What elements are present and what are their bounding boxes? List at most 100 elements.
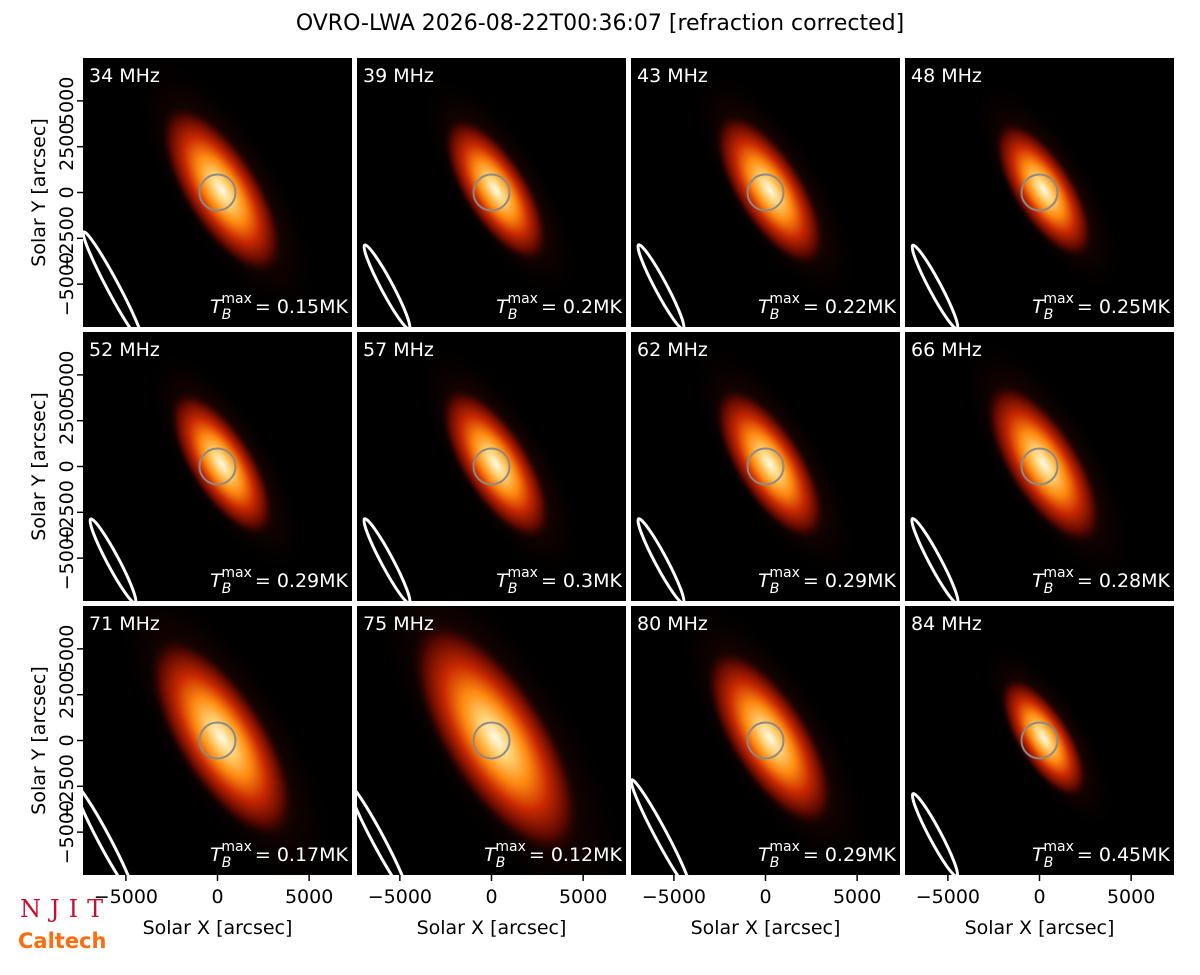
y-tick-label: −2500 bbox=[56, 754, 78, 818]
tb-sub: B bbox=[508, 581, 518, 597]
y-tick-label: 5000 bbox=[56, 625, 78, 673]
beam bbox=[357, 783, 410, 875]
y-axis-label: Solar Y [arcsec] bbox=[28, 392, 50, 540]
beam bbox=[910, 517, 960, 601]
frequency-label: 39 MHz bbox=[363, 65, 434, 87]
tb-sup: max bbox=[495, 839, 526, 855]
tb-max-label: TBmax = 0.45MK bbox=[1032, 839, 1170, 871]
frequency-label: 71 MHz bbox=[89, 613, 160, 635]
tb-sup: max bbox=[221, 839, 252, 855]
tb-value: = 0.45MK bbox=[1077, 844, 1171, 866]
tb-value: = 0.15MK bbox=[255, 296, 349, 318]
panel bbox=[357, 606, 626, 875]
panel bbox=[357, 58, 626, 327]
y-tick-label: −2500 bbox=[56, 480, 78, 544]
tb-symbol: T bbox=[758, 844, 771, 866]
x-tick-label: −5000 bbox=[94, 886, 158, 908]
tb-max-label: TBmax = 0.17MK bbox=[210, 839, 348, 871]
solar-disk bbox=[1020, 721, 1059, 760]
tb-value: = 0.12MK bbox=[529, 844, 623, 866]
solar-disk bbox=[1020, 173, 1059, 212]
beam bbox=[910, 243, 960, 327]
tb-value: = 0.29MK bbox=[803, 844, 897, 866]
tb-value: = 0.17MK bbox=[255, 844, 349, 866]
tb-sup: max bbox=[769, 565, 800, 581]
tb-symbol: T bbox=[496, 296, 509, 318]
tb-symbol: T bbox=[210, 296, 223, 318]
x-tick-label: −5000 bbox=[642, 886, 706, 908]
tb-symbol: T bbox=[758, 296, 771, 318]
solar-disk bbox=[198, 447, 237, 486]
x-axis-label: Solar X [arcsec] bbox=[965, 917, 1115, 939]
frequency-label: 62 MHz bbox=[637, 339, 708, 361]
solar-disk bbox=[1020, 447, 1059, 486]
solar-disk bbox=[472, 447, 511, 486]
panel bbox=[631, 606, 900, 875]
solar-disk bbox=[472, 173, 511, 212]
beam bbox=[636, 517, 686, 601]
x-tick-label: 5000 bbox=[1107, 886, 1155, 908]
beam bbox=[631, 778, 693, 875]
y-tick-label: −5000 bbox=[56, 252, 78, 316]
frequency-label: 43 MHz bbox=[637, 65, 708, 87]
solar-disk bbox=[746, 721, 785, 760]
tb-value: = 0.2MK bbox=[541, 296, 623, 318]
panel bbox=[905, 58, 1174, 327]
tb-value: = 0.25MK bbox=[1077, 296, 1171, 318]
tb-max-label: TBmax = 0.28MK bbox=[1032, 565, 1170, 597]
tb-sub: B bbox=[222, 581, 232, 597]
x-tick-label: 5000 bbox=[285, 886, 333, 908]
y-tick-label: 5000 bbox=[56, 77, 78, 125]
emission bbox=[167, 389, 276, 539]
tb-symbol: T bbox=[484, 844, 497, 866]
y-tick-label: 0 bbox=[56, 186, 78, 198]
frequency-label: 52 MHz bbox=[89, 339, 160, 361]
tb-value: = 0.29MK bbox=[255, 570, 349, 592]
frequency-label: 48 MHz bbox=[911, 65, 982, 87]
panel bbox=[83, 606, 352, 875]
x-tick-label: 5000 bbox=[833, 886, 881, 908]
tb-symbol: T bbox=[758, 570, 771, 592]
x-tick-label: 0 bbox=[211, 886, 223, 908]
panel bbox=[357, 332, 626, 601]
panel bbox=[83, 332, 352, 601]
tb-sup: max bbox=[769, 291, 800, 307]
x-axis-label: Solar X [arcsec] bbox=[691, 917, 841, 939]
x-tick-label: −5000 bbox=[916, 886, 980, 908]
emission bbox=[992, 119, 1095, 261]
y-tick-label: 5000 bbox=[56, 351, 78, 399]
tb-max-label: TBmax = 0.15MK bbox=[210, 291, 348, 323]
y-tick-label: 2500 bbox=[56, 397, 78, 445]
logo-njit: NJIT bbox=[20, 895, 112, 923]
frequency-label: 84 MHz bbox=[911, 613, 982, 635]
tb-sub: B bbox=[222, 307, 232, 323]
tb-value: = 0.22MK bbox=[803, 296, 897, 318]
tb-max-label: TBmax = 0.29MK bbox=[758, 565, 896, 597]
emission bbox=[703, 646, 836, 830]
solar-disk bbox=[746, 173, 785, 212]
beam bbox=[362, 517, 412, 601]
tb-symbol: T bbox=[1032, 570, 1045, 592]
tb-sup: max bbox=[1043, 291, 1074, 307]
x-tick-label: 0 bbox=[759, 886, 771, 908]
tb-max-label: TBmax = 0.2MK bbox=[496, 291, 622, 323]
panel bbox=[905, 606, 1174, 875]
beam bbox=[83, 230, 145, 327]
tb-max-label: TBmax = 0.3MK bbox=[496, 565, 622, 597]
tb-sub: B bbox=[222, 855, 232, 871]
tb-max-label: TBmax = 0.25MK bbox=[1032, 291, 1170, 323]
beam bbox=[910, 792, 960, 875]
x-tick-label: −5000 bbox=[368, 886, 432, 908]
tb-value: = 0.29MK bbox=[803, 570, 897, 592]
tb-max-label: TBmax = 0.12MK bbox=[484, 839, 622, 871]
tb-max-label: TBmax = 0.22MK bbox=[758, 291, 896, 323]
tb-sub: B bbox=[1044, 581, 1054, 597]
tb-value: = 0.28MK bbox=[1077, 570, 1171, 592]
y-tick-label: 2500 bbox=[56, 671, 78, 719]
emission bbox=[712, 384, 827, 543]
y-tick-label: 2500 bbox=[56, 123, 78, 171]
tb-value: = 0.3MK bbox=[541, 570, 623, 592]
emission bbox=[438, 384, 553, 543]
emission bbox=[712, 110, 827, 269]
